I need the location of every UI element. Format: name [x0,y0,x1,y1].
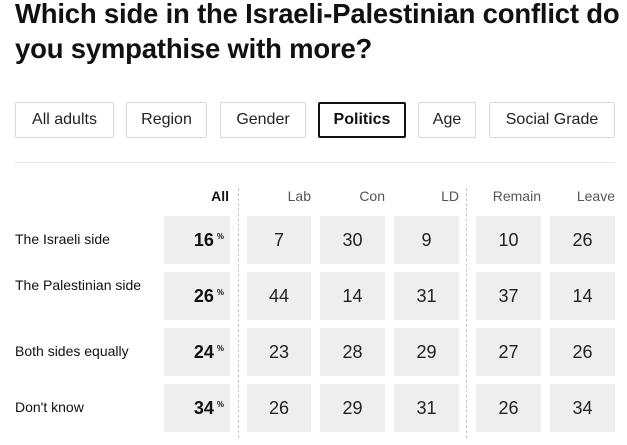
cell-ld: 9 [394,216,459,264]
tab-all-adults[interactable]: All adults [15,102,114,138]
tab-gender[interactable]: Gender [220,102,306,138]
cell-remain: 37 [476,272,541,320]
page-title: Which side in the Israeli-Palestinian co… [15,0,620,64]
tab-politics[interactable]: Politics [318,102,406,138]
cell-leave: 14 [550,272,615,320]
divider [15,162,615,163]
column-separator [238,188,239,438]
column-header-all: All [211,188,229,204]
cell-leave: 26 [550,328,615,376]
cell-ld: 29 [394,328,459,376]
cell-con: 30 [320,216,385,264]
cell-remain: 10 [476,216,541,264]
row-label-palestinian: The Palestinian side [15,277,142,293]
column-header-leave: Leave [576,188,615,204]
row-label-both: Both sides equally [15,343,129,359]
cell-ld: 31 [394,272,459,320]
column-header-lab: Lab [287,188,311,204]
cell-lab: 44 [247,272,311,320]
cell-lab: 7 [247,216,311,264]
cell-leave: 34 [550,384,615,432]
row-label-dont-know: Don't know [15,399,84,415]
cell-leave: 26 [550,216,615,264]
cell-all: 16% [164,216,230,264]
column-header-ld: LD [441,188,459,204]
cell-all: 24% [164,328,230,376]
cell-con: 14 [320,272,385,320]
row-label-israeli: The Israeli side [15,231,110,247]
cell-remain: 26 [476,384,541,432]
cell-all: 34% [164,384,230,432]
filter-tabs: All adults Region Gender Politics Age So… [0,102,627,138]
cell-lab: 23 [247,328,311,376]
cell-ld: 31 [394,384,459,432]
tab-social-grade[interactable]: Social Grade [489,102,615,138]
cell-con: 29 [320,384,385,432]
cell-lab: 26 [247,384,311,432]
tab-region[interactable]: Region [126,102,207,138]
column-separator [466,188,467,438]
cell-remain: 27 [476,328,541,376]
column-header-con: Con [359,188,385,204]
tab-age[interactable]: Age [418,102,476,138]
column-header-remain: Remain [492,188,541,204]
cell-all: 26% [164,272,230,320]
cell-con: 28 [320,328,385,376]
